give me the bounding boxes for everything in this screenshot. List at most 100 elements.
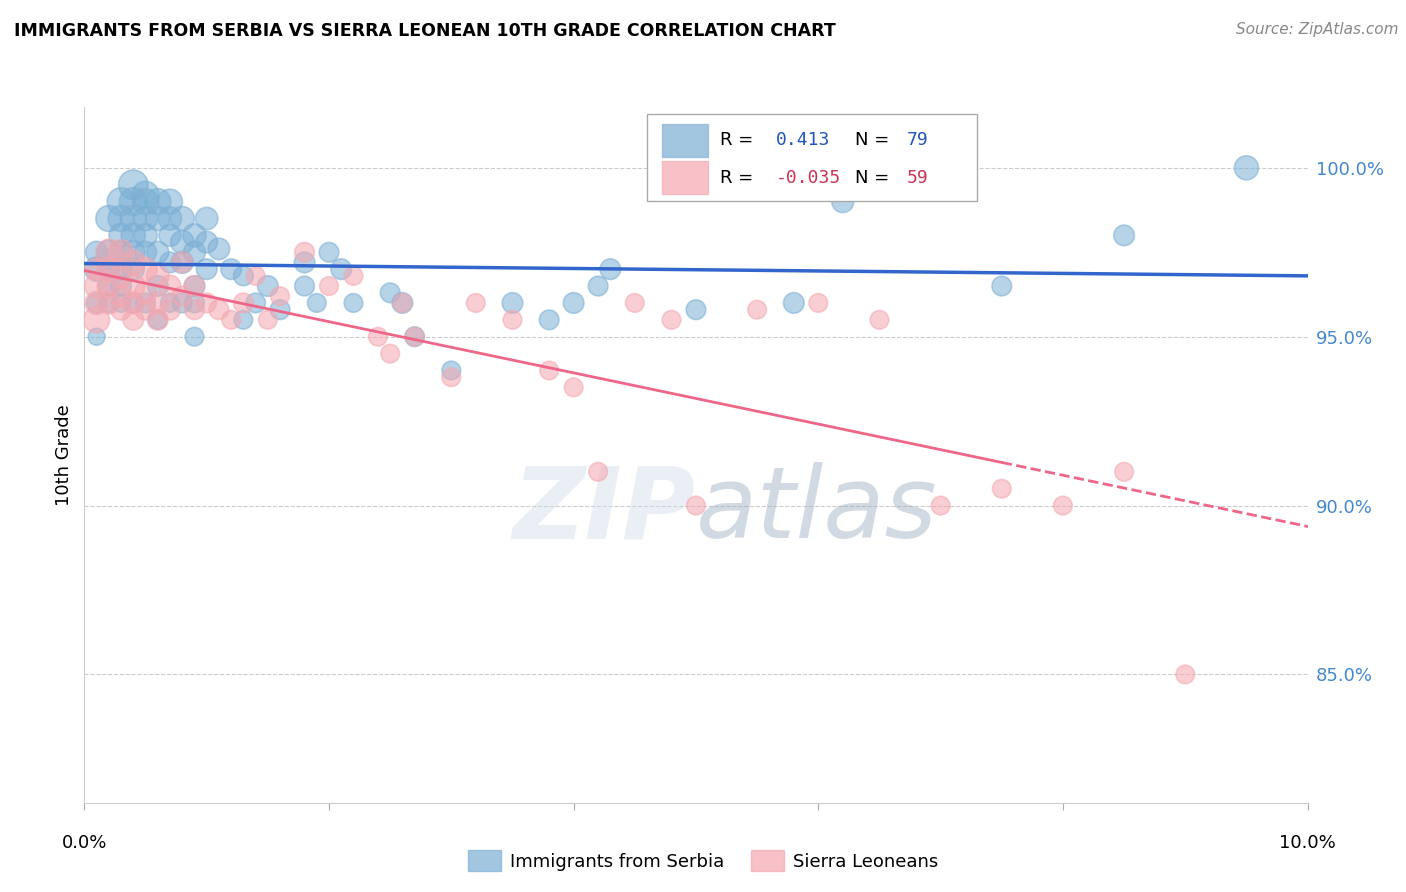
Text: IMMIGRANTS FROM SERBIA VS SIERRA LEONEAN 10TH GRADE CORRELATION CHART: IMMIGRANTS FROM SERBIA VS SIERRA LEONEAN… [14, 22, 835, 40]
Point [599, 262, 621, 277]
Point [869, 313, 891, 327]
Point [172, 235, 194, 249]
Point [208, 242, 231, 256]
Point [294, 279, 316, 293]
Point [685, 499, 707, 513]
Point [929, 499, 952, 513]
Point [172, 289, 194, 303]
Point [661, 313, 683, 327]
Point [146, 313, 169, 327]
Point [122, 245, 145, 260]
Point [195, 235, 218, 249]
Point [502, 313, 524, 327]
Text: N =: N = [855, 169, 889, 187]
Point [1052, 499, 1074, 513]
Point [135, 245, 157, 260]
Point [318, 245, 340, 260]
Point [122, 262, 145, 277]
Point [502, 296, 524, 310]
Point [122, 296, 145, 310]
Point [586, 279, 609, 293]
Point [97, 296, 120, 310]
Point [1174, 667, 1197, 681]
Point [294, 255, 316, 269]
Point [146, 296, 169, 310]
Point [831, 194, 853, 209]
Point [183, 279, 205, 293]
Y-axis label: 10th Grade: 10th Grade [55, 404, 73, 506]
Point [172, 211, 194, 226]
Text: 59: 59 [907, 169, 928, 187]
Point [110, 279, 132, 293]
Point [1114, 228, 1136, 243]
Text: 79: 79 [907, 131, 928, 150]
Point [440, 363, 463, 377]
Text: N =: N = [855, 131, 889, 150]
Point [110, 245, 132, 260]
Point [404, 329, 426, 343]
FancyBboxPatch shape [662, 161, 709, 194]
Point [783, 296, 806, 310]
Point [97, 279, 120, 293]
Point [86, 313, 108, 327]
Point [404, 329, 426, 343]
Point [391, 296, 413, 310]
Point [146, 313, 169, 327]
Point [159, 228, 181, 243]
Point [86, 262, 108, 277]
Point [380, 285, 402, 300]
Point [97, 262, 120, 277]
Point [440, 370, 463, 384]
Point [159, 211, 181, 226]
Point [624, 296, 647, 310]
Point [342, 296, 364, 310]
Text: 0.0%: 0.0% [62, 834, 107, 852]
Point [110, 245, 132, 260]
Text: 10.0%: 10.0% [1279, 834, 1336, 852]
Point [172, 255, 194, 269]
Text: Source: ZipAtlas.com: Source: ZipAtlas.com [1236, 22, 1399, 37]
Point [464, 296, 486, 310]
Point [86, 296, 108, 310]
Point [380, 346, 402, 360]
Text: R =: R = [720, 169, 754, 187]
Point [245, 268, 267, 283]
Point [183, 329, 205, 343]
Point [159, 279, 181, 293]
Point [122, 313, 145, 327]
Point [122, 194, 145, 209]
Point [305, 296, 328, 310]
Point [146, 194, 169, 209]
Point [562, 296, 585, 310]
Point [159, 255, 181, 269]
Point [97, 296, 120, 310]
Text: ZIP: ZIP [513, 462, 696, 559]
Text: atlas: atlas [696, 462, 938, 559]
FancyBboxPatch shape [662, 124, 709, 157]
Point [135, 187, 157, 202]
Text: -0.035: -0.035 [776, 169, 841, 187]
Point [991, 482, 1014, 496]
Point [86, 262, 108, 277]
Point [110, 211, 132, 226]
Point [110, 194, 132, 209]
Point [97, 245, 120, 260]
Point [122, 178, 145, 192]
Point [146, 268, 169, 283]
Point [86, 279, 108, 293]
Point [110, 262, 132, 277]
Point [538, 363, 561, 377]
Point [318, 279, 340, 293]
Point [135, 228, 157, 243]
Point [342, 268, 364, 283]
Point [807, 296, 830, 310]
Point [135, 211, 157, 226]
Point [86, 245, 108, 260]
Point [1236, 161, 1258, 175]
Point [183, 296, 205, 310]
Point [219, 313, 242, 327]
Point [135, 302, 157, 317]
Point [86, 329, 108, 343]
Point [146, 245, 169, 260]
Legend: Immigrants from Serbia, Sierra Leoneans: Immigrants from Serbia, Sierra Leoneans [461, 843, 945, 879]
